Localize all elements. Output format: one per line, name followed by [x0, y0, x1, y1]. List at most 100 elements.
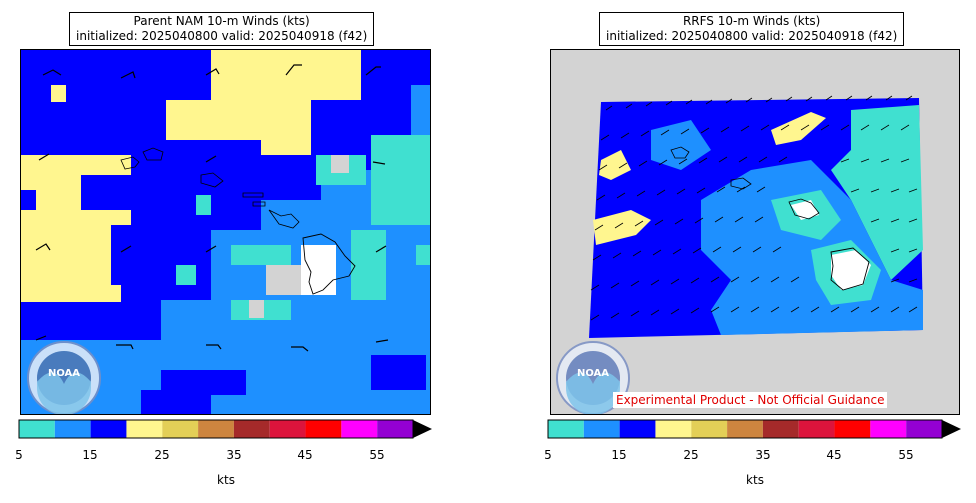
- land-mask-cell: [249, 300, 264, 318]
- right-map: NOAA Experimental Product - Not Official…: [550, 49, 960, 415]
- wind-barb-row: [590, 306, 918, 321]
- right-tick-45: 45: [826, 448, 842, 462]
- wind-barb: [35, 243, 51, 251]
- island-outline-kauai: [120, 147, 164, 170]
- colorbar-cell: [162, 420, 199, 438]
- colorbar-cell: [906, 420, 942, 438]
- wind-barb: [291, 346, 309, 352]
- colorbar-cell: [305, 420, 342, 438]
- wind-barb: [375, 245, 387, 253]
- wind-barb-row: [592, 246, 918, 261]
- island-outline-oahu: [730, 177, 752, 190]
- colorbar-cell: [233, 420, 270, 438]
- wind-field-20-25-west: [21, 155, 131, 302]
- colorbar-cell: [126, 420, 163, 438]
- left-colorbar: [18, 419, 432, 439]
- right-colorbar-units: kts: [746, 473, 764, 487]
- wind-barb: [205, 155, 217, 163]
- wind-barb: [116, 344, 134, 350]
- land-mask-cell: [331, 155, 349, 173]
- wind-barbs: [590, 95, 918, 321]
- right-map-svg: NOAA: [556, 95, 923, 414]
- wind-field-5-10-east: [371, 135, 430, 225]
- left-colorbar-units: kts: [217, 473, 235, 487]
- noaa-logo-text: NOAA: [48, 368, 80, 379]
- left-title-line1: Parent NAM 10-m Winds (kts): [133, 14, 310, 28]
- wind-field-15-20-south: [21, 285, 161, 340]
- right-colorbar-cells: [548, 420, 942, 438]
- right-tick-5: 5: [544, 448, 552, 462]
- wind-field-20-25-islet: [51, 85, 66, 102]
- wind-barb: [35, 335, 47, 341]
- wind-field-20-25-w: [593, 210, 651, 245]
- right-tick-15: 15: [611, 448, 627, 462]
- island-outline-kauai: [670, 146, 690, 159]
- wind-barb-row: [600, 124, 910, 141]
- right-tick-55: 55: [898, 448, 914, 462]
- island-outline-big-island: [302, 233, 356, 295]
- colorbar-cell: [54, 420, 91, 438]
- colorbar-cell: [548, 420, 584, 438]
- island-outline-big-island: [830, 247, 870, 291]
- colorbar-cell: [691, 420, 728, 438]
- left-tick-15: 15: [82, 448, 98, 462]
- wind-field-5-10-sw: [176, 265, 196, 285]
- colorbar-cell: [583, 420, 620, 438]
- left-tick-25: 25: [154, 448, 170, 462]
- colorbar-cell: [90, 420, 127, 438]
- right-tick-35: 35: [755, 448, 771, 462]
- island-outline-maui: [788, 198, 820, 220]
- wind-field-5-10-big-island: [351, 230, 386, 300]
- wind-field-5-10-n: [196, 195, 211, 215]
- right-tick-25: 25: [683, 448, 699, 462]
- colorbar-cell: [727, 420, 763, 438]
- wind-barb-row: [590, 276, 918, 291]
- wind-barb: [285, 64, 302, 76]
- colorbar-cell: [655, 420, 692, 438]
- low-wind-cell: [301, 245, 336, 295]
- wind-field-15-20-sc: [141, 370, 246, 414]
- wind-barb: [365, 66, 381, 76]
- noaa-logo: NOAA: [27, 341, 101, 414]
- left-map: NOAA: [20, 49, 431, 415]
- colorbar-cell: [341, 420, 378, 438]
- experimental-disclaimer: Experimental Product - Not Official Guid…: [613, 392, 888, 408]
- wind-barb-row: [594, 216, 918, 231]
- left-colorbar-cells: [19, 420, 413, 438]
- colorbar-cell: [834, 420, 871, 438]
- colorbar-cell: [377, 420, 413, 438]
- wind-barb-row: [598, 156, 910, 171]
- wind-barb: [42, 69, 62, 76]
- low-wind-maui: [791, 200, 819, 220]
- colorbar-cell: [798, 420, 835, 438]
- left-tick-5: 5: [15, 448, 23, 462]
- wind-field-5-10-e2: [416, 245, 430, 265]
- right-colorbar-outline: [547, 419, 943, 439]
- wind-barb: [120, 71, 136, 79]
- right-colorbar-extend-arrow: [942, 420, 961, 438]
- left-tick-55: 55: [369, 448, 385, 462]
- wind-barb: [120, 245, 132, 253]
- wind-field-5-10-east: [831, 105, 923, 280]
- wind-barb-row: [605, 95, 913, 111]
- right-colorbar: [547, 419, 961, 439]
- wind-barb: [372, 161, 386, 165]
- land-mask-cell: [266, 265, 301, 295]
- colorbar-cell: [870, 420, 907, 438]
- left-title-line2: initialized: 2025040800 valid: 202504091…: [76, 29, 368, 43]
- colorbar-cell: [198, 420, 234, 438]
- left-panel: Parent NAM 10-m Winds (kts) initialized:…: [15, 12, 432, 487]
- wind-barb-row: [596, 186, 918, 201]
- left-title-box: Parent NAM 10-m Winds (kts) initialized:…: [69, 12, 375, 46]
- wind-barb: [206, 344, 222, 350]
- wind-field-15-20-west: [21, 190, 36, 210]
- wind-barb: [205, 68, 220, 76]
- wind-barb: [38, 153, 50, 161]
- wind-field-20-25-north: [166, 50, 361, 155]
- colorbar-cell: [762, 420, 799, 438]
- right-title-line2: initialized: 2025040800 valid: 202504091…: [606, 29, 898, 43]
- right-title-line1: RRFS 10-m Winds (kts): [682, 14, 821, 28]
- left-tick-35: 35: [226, 448, 242, 462]
- island-outline-oahu: [200, 172, 224, 188]
- wind-barb: [205, 245, 217, 253]
